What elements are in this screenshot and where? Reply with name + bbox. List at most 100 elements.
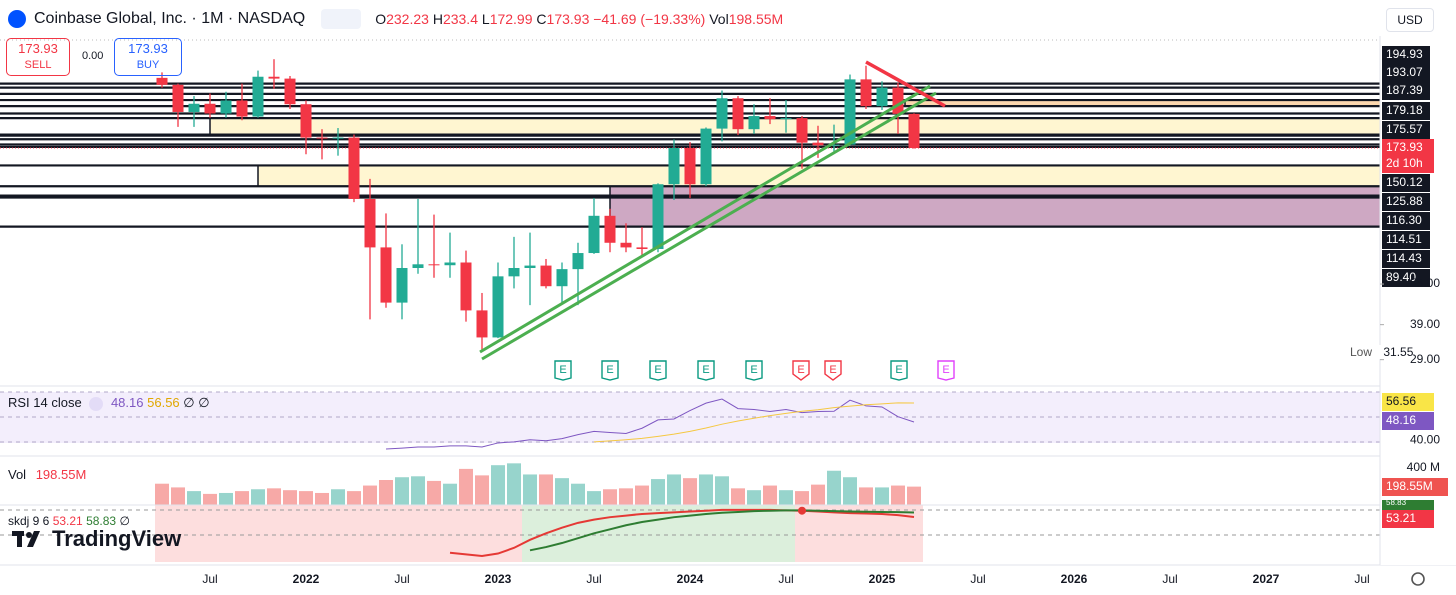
x-tick-label: Jul (1162, 572, 1177, 586)
logo-mark (27, 531, 40, 547)
x-tick-label: Jul (1354, 572, 1369, 586)
x-tick-label: 2025 (869, 572, 896, 586)
volume-bar (491, 465, 505, 505)
level-label-box (1382, 46, 1430, 64)
earnings-label: E (654, 364, 661, 376)
vol-tick-label: 400 M (1407, 460, 1440, 474)
symbol-title: Coinbase Global, Inc. · 1M · NASDAQ (34, 10, 306, 27)
skdj-d-box (1382, 500, 1434, 510)
l-value: 172.99 (489, 11, 533, 27)
buy-label: BUY (136, 59, 160, 71)
sell-price: 173.93 (18, 41, 58, 56)
settings-icon[interactable] (1411, 572, 1425, 586)
volume-bar (283, 490, 297, 505)
level-label: 114.43 (1386, 251, 1422, 265)
volume-bar (427, 480, 441, 505)
cross-dot (798, 506, 806, 515)
volume-bar (763, 485, 777, 505)
candle-body (764, 116, 776, 120)
candle-body (908, 113, 920, 149)
candle-body (348, 137, 360, 199)
candle-body (828, 144, 840, 146)
candle-body (844, 79, 856, 145)
trend-line (865, 60, 946, 108)
earnings-label: E (797, 364, 804, 376)
level-label: 187.39 (1386, 83, 1423, 97)
candle-body (748, 116, 760, 130)
y-tick-label: 55.00 (1410, 276, 1440, 290)
volume-bar (859, 487, 873, 505)
candle-body (284, 78, 296, 105)
x-tick-label: 2023 (485, 572, 512, 586)
volume-bar (507, 463, 521, 505)
earnings-marker (554, 360, 572, 381)
earnings-marker (697, 360, 715, 381)
sell-button[interactable]: 173.93 SELL (6, 38, 70, 76)
level-label-box (1382, 212, 1430, 230)
volume-bar (251, 489, 265, 505)
level-label: 193.07 (1386, 65, 1423, 79)
earnings-marker (937, 360, 955, 381)
vol-last-box (1382, 478, 1448, 496)
candle-body (796, 118, 808, 143)
skdj-name: skdj 9 6 (8, 514, 50, 528)
candle-body (540, 265, 552, 287)
volume-bar (523, 474, 537, 505)
x-tick-label: 2022 (293, 572, 320, 586)
candle-body (556, 269, 568, 287)
earnings-label: E (606, 364, 613, 376)
level-label: 116.30 (1386, 213, 1422, 227)
countdown: 2d 10h (1386, 156, 1423, 170)
level-label: 89.40 (1386, 270, 1416, 284)
volume-bar (459, 468, 473, 505)
candle-body (524, 265, 536, 268)
x-tick-label: Jul (970, 572, 985, 586)
rsi-na: ∅ (198, 395, 210, 410)
candle-body (636, 247, 648, 249)
candle-body (188, 103, 200, 112)
level-label-box (1382, 102, 1430, 120)
volume-bar (363, 485, 377, 505)
x-tick-label: 2026 (1061, 572, 1088, 586)
volume-bar (267, 488, 281, 505)
vol-name: Vol (8, 467, 27, 482)
volume-bar (315, 492, 329, 505)
buy-button[interactable]: 173.93 BUY (114, 38, 182, 76)
symbol-logo (8, 10, 26, 28)
candle-body (476, 310, 488, 338)
volume-bar (331, 489, 345, 505)
o-value: 232.23 (386, 11, 429, 27)
volume-bar (907, 486, 921, 505)
earnings-marker (792, 360, 810, 381)
h-value: 233.4 (442, 11, 478, 27)
x-tick-label: 2027 (1253, 572, 1280, 586)
x-tick-label: Jul (394, 572, 409, 586)
earnings-label: E (559, 364, 566, 376)
vol-legend: Vol 198.55M (8, 467, 86, 482)
volume-bar (171, 487, 185, 505)
candle-body (700, 128, 712, 185)
compare-pill[interactable] (321, 9, 362, 29)
level-label-box (1382, 231, 1430, 249)
candle-body (780, 118, 792, 120)
earnings-label: E (895, 364, 902, 376)
candle-body (668, 147, 680, 185)
skdj-bg-down (155, 505, 522, 562)
level-label-box (1382, 82, 1430, 100)
candle-body (252, 76, 264, 117)
rsi-icon[interactable] (89, 396, 104, 411)
rsi-na: ∅ (183, 395, 195, 410)
candle-body (812, 142, 824, 146)
currency[interactable]: USD (1386, 8, 1434, 32)
vol-label: Vol (709, 11, 729, 27)
candle-body (204, 103, 216, 114)
level-label: 175.57 (1386, 122, 1423, 136)
earnings-marker (601, 360, 619, 381)
zone (258, 165, 1380, 187)
vol-last-label: 198.55M (1386, 479, 1433, 493)
candle-body (396, 267, 408, 303)
rsi-tick-label: 40.00 (1410, 433, 1440, 447)
skdj-d-label: 58.83 (1386, 498, 1407, 507)
